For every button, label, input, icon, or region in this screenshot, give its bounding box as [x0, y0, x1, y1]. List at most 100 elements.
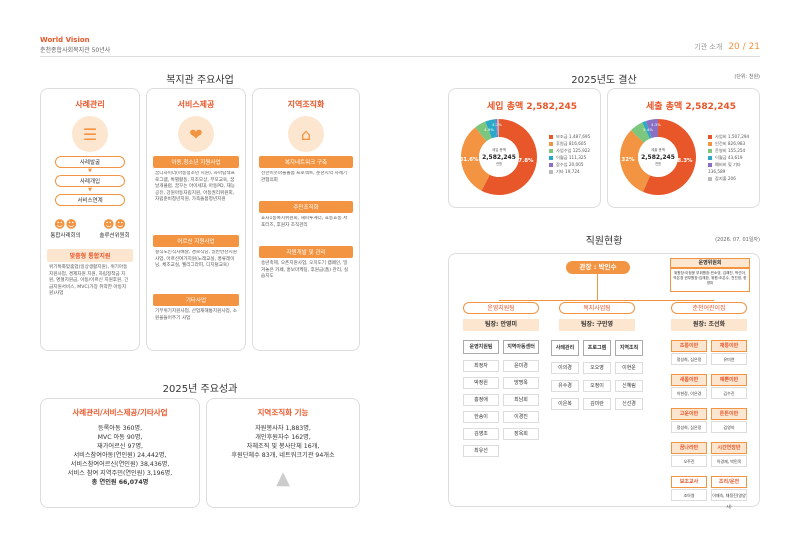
result-line: 서비스참여어르신(연인원) 38,436명, — [70, 461, 170, 468]
doc-subtitle: 춘천종합사회복지관 50년사 — [40, 47, 111, 54]
staff-name: 최정자 — [463, 360, 499, 372]
unit-box: 운영지원팀 — [463, 340, 499, 354]
legend-label: 인건비 826,983 — [715, 141, 746, 146]
hands-heart-icon: ❤ — [178, 116, 214, 152]
pie-slice — [642, 120, 652, 139]
committee-desc: 위원장:이정윤 부위원장:민소영, 김해진, 박선아, 박은경 권부원장:김재완… — [670, 268, 750, 292]
pie-slice — [461, 127, 490, 191]
results-a: 사례관리/서비스제공/기타사업 등록아동 360명, MVC 아동 90명, 재가어… — [40, 398, 200, 508]
teacher-names: 이재숙, 채정진(영양사) — [711, 489, 747, 509]
staff-name: 박정원 — [463, 377, 499, 389]
pie-slice — [643, 119, 696, 195]
legend-swatch — [549, 163, 553, 167]
pct-label: 4.3% — [651, 122, 661, 127]
result-line: 등록아동 360명, — [97, 425, 143, 432]
results-title: 지역조직화 기능 — [257, 408, 309, 417]
col-desc: 선한이웃마을돌봄 프로젝트, 춘천지역 사례기관협의회 — [261, 171, 348, 183]
legend-label: 운영비 155,254 — [715, 148, 746, 153]
director-box: 관장 : 박인수 — [566, 261, 630, 274]
col-title: 지역조직화 — [287, 100, 325, 109]
class-box: 고운이반 — [671, 408, 707, 420]
program-bar: 아동,청소년 지원사업 — [153, 156, 239, 168]
arrow-down-icon: ▼ — [88, 168, 92, 174]
unit-box: 지역조직 — [615, 340, 643, 356]
pct-label: 5.4% — [643, 127, 653, 132]
pie-hole — [479, 137, 519, 177]
class-box: 예쁜이반 — [711, 374, 747, 386]
legend-item: 이월금 111,325 — [549, 154, 590, 161]
expense-legend: 사업비 1,507,294 인건비 826,983 운영비 155,254 이월금 4… — [708, 133, 759, 182]
class-box: 꿈나라반 — [671, 442, 707, 454]
center-unit: 천원 — [496, 161, 502, 166]
pie-slice — [620, 130, 651, 192]
class-box: 튼튼이반 — [711, 408, 747, 420]
legend-label: 사업수입 125,922 — [556, 148, 591, 153]
legend-item: 이월금 43,619 — [708, 154, 759, 161]
center-label: 세출 총액 — [651, 147, 665, 152]
pct-label: 57.8% — [514, 158, 534, 164]
result-line: MVC 아동 90명, — [97, 434, 143, 441]
arrow-down-icon: ▼ — [88, 187, 92, 193]
teacher-names: 오주진 — [671, 455, 707, 467]
legend-item: 기타 19,724 — [549, 168, 590, 175]
staff-name: 신혜림 — [615, 380, 643, 392]
staff-name: 홍정애 — [463, 394, 499, 406]
center-label: 세입 총액 — [492, 147, 506, 152]
legend-swatch — [549, 135, 553, 139]
sub-meetings: ☻☻ 통합사례회의 ☻☻ 솔루션위원회 — [41, 218, 139, 239]
support-bar: 맞춤형 통합지원 — [47, 249, 133, 262]
page-number: 20 / 21 — [728, 42, 760, 52]
legend-swatch — [549, 156, 553, 160]
result-line: 자체조직 및 봉사단체 16개, — [246, 443, 320, 450]
org-chart: 관장 : 박인수 운영위원회 위원장:이정윤 부위원장:민소영, 김해진, 박선… — [448, 253, 760, 509]
staff-name: 방명옥 — [503, 377, 539, 389]
meeting-label: 통합사례회의 — [50, 233, 81, 239]
section-title-budget: 2025년도 결산 — [571, 75, 637, 86]
result-line: 후원단체수 83개, 네트워크기관 94개소 — [231, 452, 335, 459]
staff-name: 김미란 — [583, 398, 611, 410]
section-title-org: 직원현황 — [585, 236, 623, 247]
house-icon: ⌂ — [288, 116, 324, 152]
legend-swatch — [708, 163, 712, 167]
legend-label: 기타 19,724 — [556, 169, 580, 174]
header-divider — [40, 56, 760, 57]
legend-label: 보조금 1,487,695 — [556, 134, 591, 139]
pct-label: 31.6% — [459, 157, 479, 163]
section-name: 기관 소개 — [694, 43, 723, 51]
legend-item: 후원금 816,605 — [549, 140, 590, 147]
meeting-item: ☻☻ 솔루션위원회 — [99, 218, 129, 239]
staff-name: 오정이 — [583, 380, 611, 392]
staff-name: 윤미경 — [503, 360, 539, 372]
pct-label: 4.9% — [484, 127, 494, 132]
pie-slice — [497, 119, 499, 138]
teacher-names: 김수진 — [711, 387, 747, 399]
staff-name: 오오영 — [583, 362, 611, 374]
results-lines: 등록아동 360명, MVC 아동 90명, 재가어르신 97명, 서비스참여아동(연… — [41, 424, 199, 487]
col-service: 서비스제공 ❤ 아동,청소년 지원사업 꿈디자이너(아동청소년 지원), 자아탐… — [146, 88, 246, 351]
legend-swatch — [708, 177, 712, 181]
legend-item: 보조금 1,487,695 — [549, 133, 590, 140]
col-desc: 꿈디자이너(아동청소년 지원), 자아탐색프로그램, 특별활동, 지조모상, 부… — [155, 171, 235, 202]
class-box: 보조교사 — [671, 476, 707, 488]
result-line: 서비스참여아동(연인원) 24,442명, — [73, 452, 167, 459]
col-desc: 기부위기지원사업, 산업재해통지원사업, 소원을들어주기 사업 — [155, 309, 237, 321]
legend-label: 예비비 및 기타 136,589 — [708, 162, 741, 174]
staff-name: 신선경 — [615, 398, 643, 410]
people-icon: ☻☻ — [103, 218, 126, 231]
teacher-names: 이경재, 박민옥 — [711, 455, 747, 467]
pie-slice — [495, 119, 499, 138]
step-pill: 서비스연계 — [55, 194, 125, 206]
teacher-names: 조아영 — [671, 489, 707, 501]
center-unit: 천원 — [655, 161, 661, 166]
legend-label: 이월금 43,619 — [715, 155, 743, 160]
class-box: 재롱이반 — [711, 340, 747, 352]
expense-box: 세출 총액 2,582,245 세출 총액 2,582,245 천원 58.3% 32%… — [607, 88, 760, 208]
meeting-label: 솔루션위원회 — [99, 233, 130, 239]
teacher-names: 유미연 — [711, 353, 747, 365]
connector — [597, 274, 598, 300]
legend-label: 잡지출 206 — [715, 176, 736, 181]
legend-label: 후원금 816,605 — [556, 141, 587, 146]
class-box: 새롬이반 — [671, 374, 707, 386]
staff-name: 이현운 — [615, 362, 643, 374]
